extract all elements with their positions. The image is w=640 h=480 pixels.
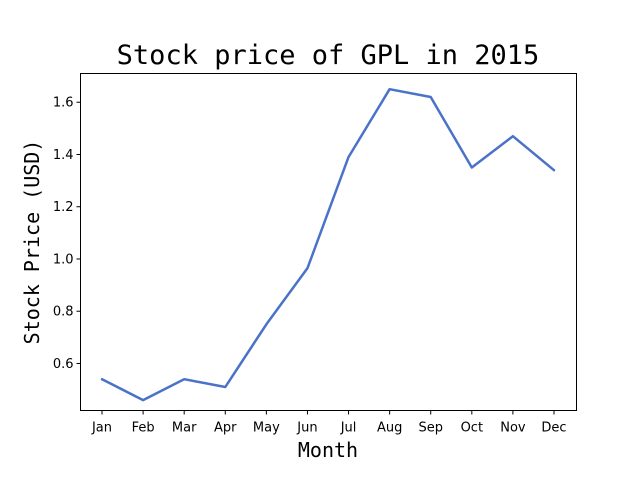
y-tick-label: 1.2 xyxy=(53,200,74,215)
x-tick-label: May xyxy=(253,421,280,436)
series-line xyxy=(100,87,556,402)
y-axis: 0.6 0.8 1.0 1.2 1.4 1.6 xyxy=(53,96,81,372)
chart-title: Stock price of GPL in 2015 xyxy=(117,40,540,71)
x-axis-label: Month xyxy=(298,438,358,462)
x-tick-label: Aug xyxy=(377,421,402,436)
x-tick-label: Feb xyxy=(132,421,155,436)
x-tick-label: Jul xyxy=(340,421,357,436)
x-tick-label: Jan xyxy=(91,421,112,436)
y-axis-label: Stock Price (USD) xyxy=(20,140,44,345)
y-tick-label: 0.8 xyxy=(53,305,74,320)
x-tick-label: Oct xyxy=(461,421,483,436)
x-tick-label: Nov xyxy=(500,421,526,436)
x-tick-label: Apr xyxy=(214,421,237,436)
y-tick-label: 0.6 xyxy=(53,357,74,372)
y-tick-label: 1.0 xyxy=(53,252,74,267)
x-tick-label: Sep xyxy=(418,421,443,436)
x-tick-label: Dec xyxy=(541,421,566,436)
x-tick-label: Mar xyxy=(172,421,197,436)
x-tick-label: Jun xyxy=(296,421,317,436)
series-group xyxy=(100,87,556,402)
y-tick-label: 1.6 xyxy=(53,96,74,111)
plot-area xyxy=(80,73,577,411)
y-tick-label: 1.4 xyxy=(53,148,74,163)
x-axis: Jan Feb Mar Apr May Jun Jul Aug Sep Oct Nov Dec xyxy=(91,410,567,436)
